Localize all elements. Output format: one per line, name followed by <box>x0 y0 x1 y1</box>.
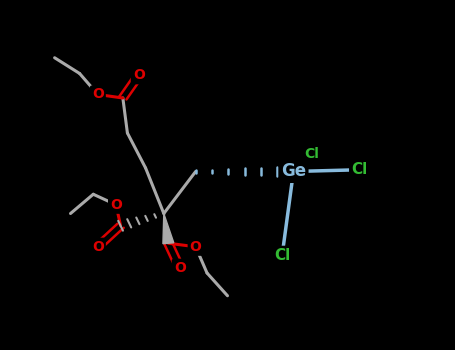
Text: O: O <box>133 68 145 82</box>
Text: O: O <box>174 261 186 275</box>
Text: Cl: Cl <box>304 147 319 161</box>
Text: O: O <box>92 240 104 254</box>
Text: Cl: Cl <box>351 162 368 177</box>
Text: O: O <box>110 198 122 212</box>
Polygon shape <box>163 214 174 244</box>
Text: Cl: Cl <box>274 248 290 263</box>
Text: Ge: Ge <box>281 162 306 181</box>
Text: O: O <box>92 88 104 102</box>
Text: O: O <box>190 240 202 254</box>
